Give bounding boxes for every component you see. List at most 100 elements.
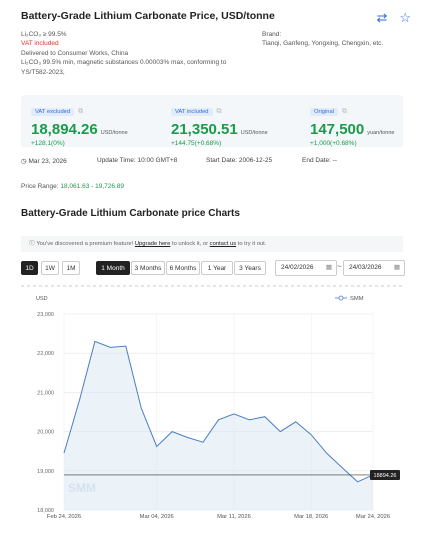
data-point	[233, 413, 235, 415]
y-tick-label: 19,000	[37, 469, 54, 475]
end-date-value: 24/03/2026	[349, 264, 382, 271]
data-point	[109, 346, 111, 348]
notice-post: to try it out.	[237, 241, 267, 247]
y-tick-label: 18,000	[37, 508, 54, 514]
current-value-badge	[370, 469, 400, 480]
start-date-value: 24/02/2026	[281, 264, 314, 271]
price-unit: USD/tonne	[240, 130, 268, 136]
period-1year-button[interactable]: 1 Year	[201, 261, 233, 275]
spec-block: Li₂CO₃ ≥ 99.5% VAT included Delivered to…	[21, 30, 246, 77]
data-point	[125, 345, 127, 347]
data-point	[325, 452, 327, 454]
x-tick-label: Mar 18, 2026	[294, 514, 328, 520]
period-3months-button[interactable]: 3 Months	[131, 261, 165, 275]
current-value-label: 18894.26	[374, 473, 397, 479]
data-point	[295, 421, 297, 423]
price-range-label: Price Range:	[21, 183, 59, 190]
price-change: +128.1(0%)	[31, 140, 65, 147]
period-6months-button[interactable]: 6 Months	[166, 261, 200, 275]
x-tick-label: Mar 11, 2026	[217, 514, 251, 520]
spec-standard: Li₂CO₃ 99.5% min, magnetic substances 0.…	[21, 59, 227, 76]
price-tag: Original	[310, 108, 338, 116]
y-tick-label: 20,000	[37, 430, 54, 436]
chart-section-title: Battery-Grade Lithium Carbonate price Ch…	[21, 208, 240, 219]
star-icon[interactable]: ☆	[399, 10, 411, 25]
data-point	[341, 466, 343, 468]
data-point	[186, 436, 188, 438]
brand-label: Brand:	[262, 31, 282, 38]
data-point	[264, 416, 266, 418]
interval-1w-button[interactable]: 1W	[41, 261, 59, 275]
data-point	[78, 399, 80, 401]
data-point	[171, 430, 173, 432]
price-chart[interactable]: 18,000 19,000 20,000 21,000 22,000 23,000 Feb …	[0, 280, 431, 539]
data-point	[279, 430, 281, 432]
price-vat-included: VAT included ⧉ 21,350.51 USD/tonne +144.75…	[171, 100, 268, 147]
notice-mid: to unlock it, or	[171, 241, 209, 247]
interval-1m-button[interactable]: 1M	[62, 261, 80, 275]
copy-icon[interactable]: ⧉	[216, 108, 222, 115]
brand-value: Tianqi, Ganfeng, Yongxing, Chengxin, etc…	[262, 40, 384, 48]
data-point	[140, 407, 142, 409]
swap-arrows-icon[interactable]: ⇄	[376, 10, 388, 25]
y-axis-label: USD	[36, 296, 48, 302]
y-tick-label: 21,000	[37, 390, 54, 396]
series-line-smm	[63, 340, 374, 483]
page-title: Battery-Grade Lithium Carbonate Price, U…	[21, 10, 275, 22]
notice-text: You've discovered a premium feature!	[36, 241, 134, 247]
price-range-value: 18,061.63 - 19,726.89	[60, 183, 125, 190]
price-value: 21,350.51	[171, 121, 238, 138]
legend-marker-smm	[338, 295, 344, 301]
price-date: Mar 23, 2026	[28, 158, 67, 165]
start-date: Start Date: 2006-12-25	[206, 157, 273, 164]
clock-icon: ◷	[21, 158, 27, 165]
info-icon: ⓘ	[29, 241, 35, 247]
series-area-fill	[64, 341, 373, 510]
data-point	[63, 452, 65, 454]
data-point	[156, 445, 158, 447]
end-date-picker[interactable]: 24/03/2026 ▦	[343, 260, 405, 276]
spec-purity: Li₂CO₃ ≥ 99.5%	[21, 31, 67, 38]
copy-icon[interactable]: ⧉	[341, 108, 347, 115]
interval-1d-button[interactable]: 1D	[21, 261, 38, 275]
price-change: +1,000(+0.68%)	[310, 140, 357, 147]
x-tick-label: Feb 24, 2026	[47, 514, 81, 520]
upgrade-link[interactable]: Upgrade here	[134, 241, 171, 247]
x-tick-label: Mar 24, 2026	[356, 514, 390, 520]
date-separator: ~	[337, 262, 342, 271]
copy-icon[interactable]: ⧉	[78, 108, 84, 115]
data-point	[310, 434, 312, 436]
price-unit: yuan/tonne	[367, 130, 395, 136]
price-vat-excluded: VAT excluded ⧉ 18,894.26 USD/tonne +128.1(…	[31, 100, 128, 147]
period-1month-button[interactable]: 1 Month	[96, 261, 130, 275]
price-panel: VAT excluded ⧉ 18,894.26 USD/tonne +128.1(…	[21, 95, 403, 147]
price-value: 18,894.26	[31, 121, 98, 138]
y-tick-label: 22,000	[37, 351, 54, 357]
end-date: End Date: --	[302, 157, 338, 164]
spec-delivery: Delivered to Consumer Works, China	[21, 49, 129, 57]
legend-label-smm: SMM	[350, 296, 364, 302]
calendar-icon: ▦	[393, 264, 400, 271]
data-point	[202, 441, 204, 443]
data-point	[356, 481, 358, 483]
price-original: Original ⧉ 147,500 yuan/tonne +1,000(+0.68…	[310, 100, 394, 147]
calendar-icon: ▦	[325, 264, 332, 271]
brand-block: Brand: Tianqi, Ganfeng, Yongxing, Chengx…	[262, 30, 402, 49]
x-tick-label: Mar 04, 2026	[140, 514, 174, 520]
price-tag: VAT excluded	[31, 108, 75, 116]
spec-vat: VAT included	[21, 40, 59, 48]
premium-notice: ⓘ You've discovered a premium feature! U…	[21, 236, 403, 252]
data-point	[248, 419, 250, 421]
price-tag: VAT included	[171, 108, 213, 116]
chart-watermark: SMM	[68, 481, 96, 495]
contact-link[interactable]: contact us	[209, 241, 237, 247]
price-range: Price Range: 18,061.63 - 19,726.89	[21, 183, 124, 190]
price-chart-svg[interactable]: 18,000 19,000 20,000 21,000 22,000 23,000 Feb …	[0, 280, 431, 534]
price-change: +144.75(+0.68%)	[171, 140, 222, 147]
data-point	[217, 419, 219, 421]
start-date-picker[interactable]: 24/02/2026 ▦	[275, 260, 337, 276]
price-unit: USD/tonne	[100, 130, 128, 136]
update-time: Update Time: 10:00 GMT+8	[97, 157, 178, 164]
data-point	[94, 340, 96, 342]
period-3years-button[interactable]: 3 Years	[234, 261, 266, 275]
